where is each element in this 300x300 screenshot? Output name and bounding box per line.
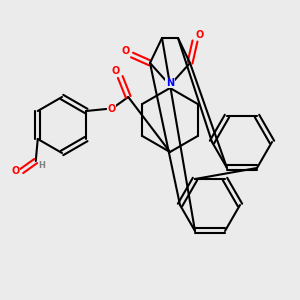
Text: O: O xyxy=(196,30,204,40)
Text: O: O xyxy=(111,66,119,76)
Text: N: N xyxy=(166,78,174,88)
Text: O: O xyxy=(12,166,20,176)
Text: O: O xyxy=(107,104,116,114)
Text: O: O xyxy=(122,46,130,56)
Text: H: H xyxy=(38,160,45,169)
